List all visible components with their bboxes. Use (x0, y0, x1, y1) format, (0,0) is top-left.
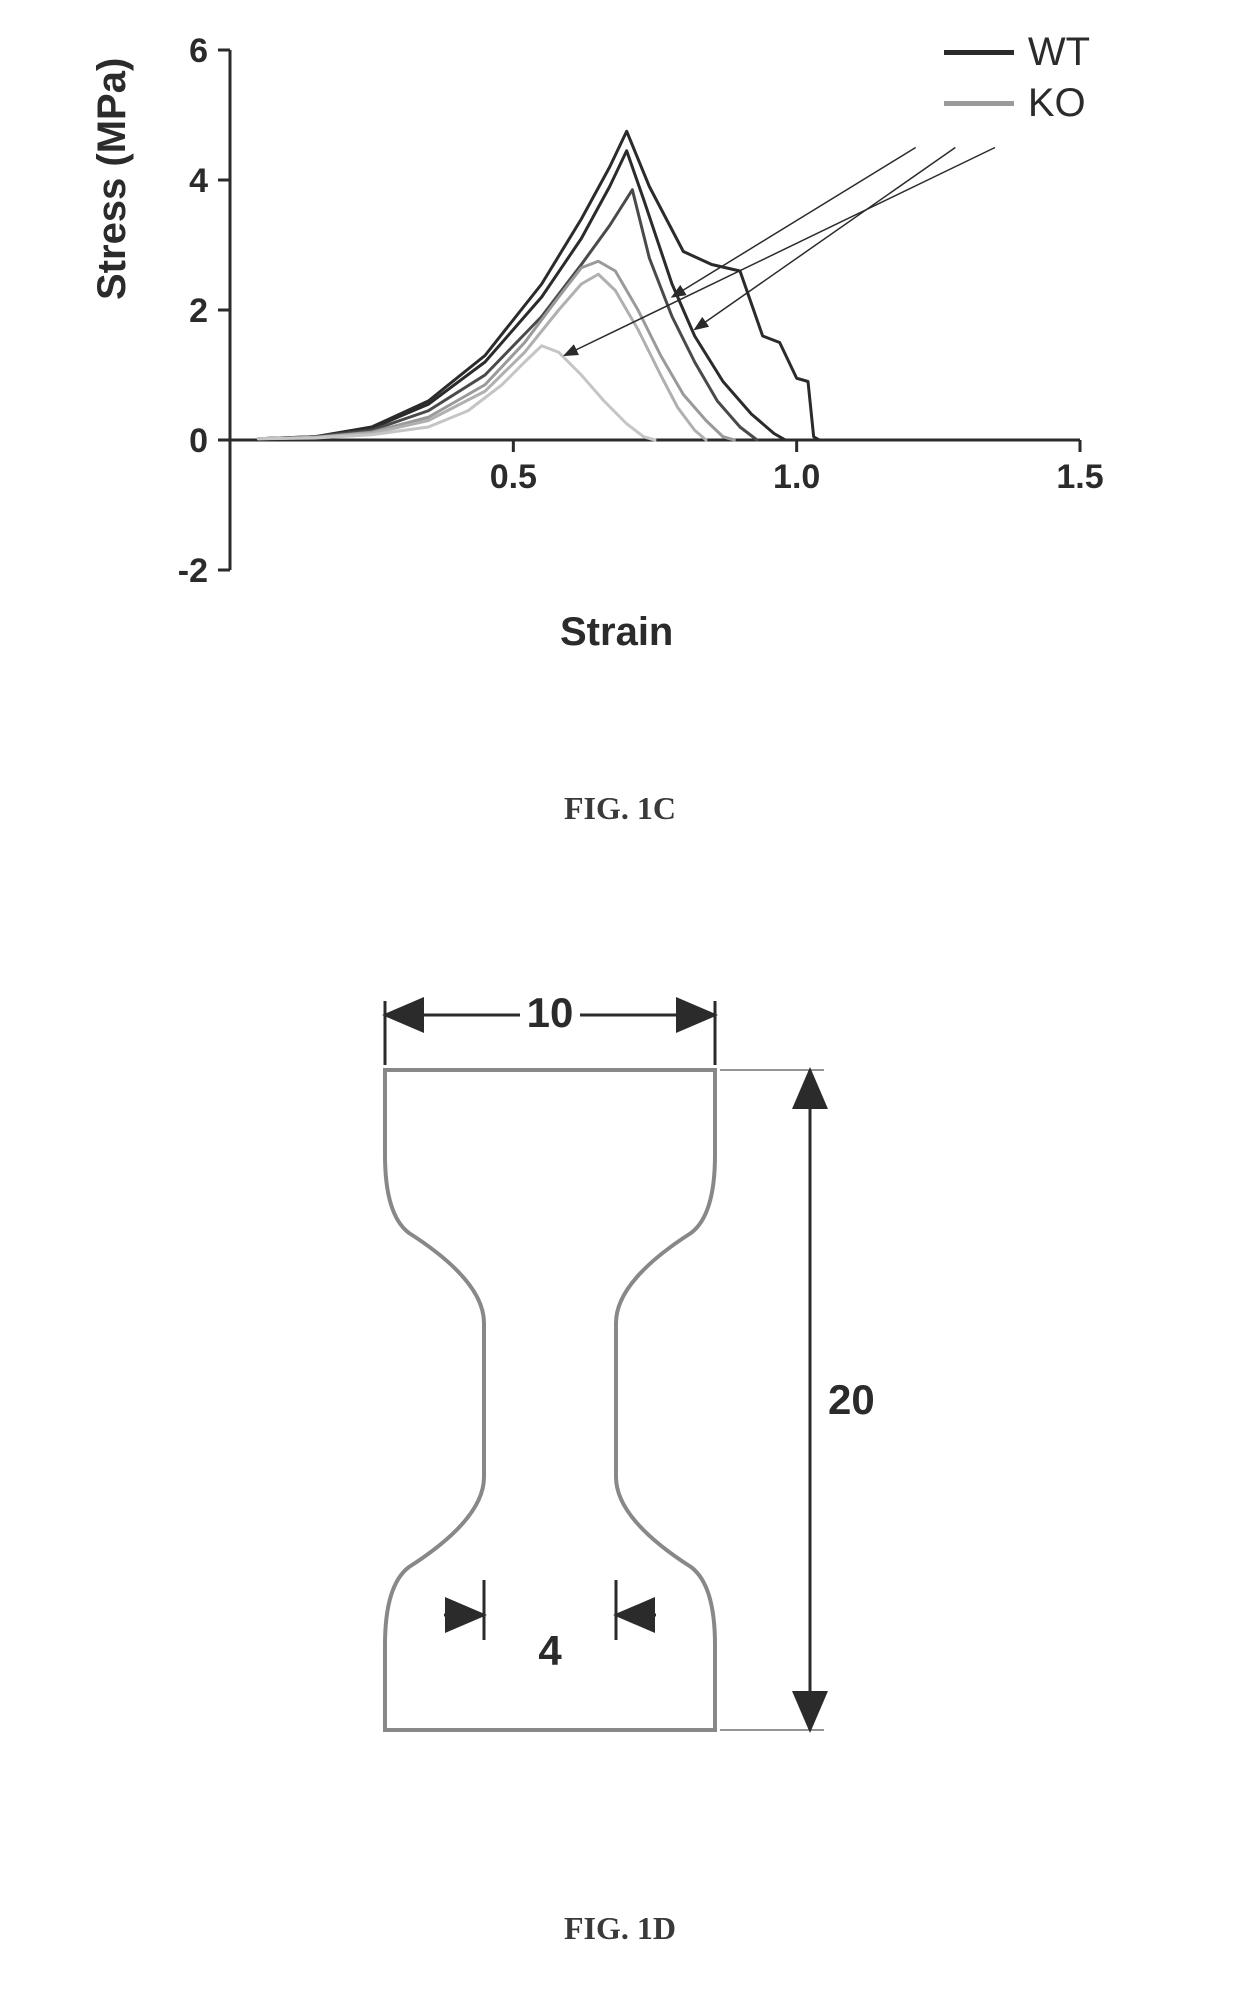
figure-caption-1d: FIG. 1D (0, 1910, 1240, 1947)
svg-text:0: 0 (189, 422, 208, 460)
svg-text:4: 4 (538, 1627, 562, 1674)
dogbone-diagram: 10 20 4 (320, 960, 920, 1810)
legend-swatch (944, 50, 1014, 55)
stress-strain-chart: -202460.51.01.5 Stress (MPa) Strain WT K… (120, 20, 1120, 720)
y-axis-label: Stress (MPa) (90, 58, 135, 300)
svg-text:1.0: 1.0 (773, 458, 820, 496)
svg-text:-2: -2 (178, 552, 208, 590)
svg-text:10: 10 (527, 989, 574, 1036)
svg-text:1.5: 1.5 (1056, 458, 1103, 496)
legend-swatch (944, 101, 1014, 106)
legend-label: KO (1028, 81, 1086, 126)
figure-caption-1c: FIG. 1C (0, 790, 1240, 827)
svg-text:2: 2 (189, 292, 208, 330)
diagram-svg: 10 20 4 (320, 960, 920, 1810)
legend: WT KO (944, 30, 1090, 132)
svg-text:0.5: 0.5 (490, 458, 537, 496)
legend-item-ko: KO (944, 81, 1090, 126)
svg-text:4: 4 (189, 162, 208, 200)
legend-label: WT (1028, 30, 1090, 75)
svg-text:20: 20 (828, 1376, 875, 1423)
svg-text:6: 6 (189, 32, 208, 70)
x-axis-label: Strain (560, 610, 673, 655)
page: -2 0 2 4 6 0.5 1.0 1.5 Stress (MPa) Strain WT K… (0, 0, 1240, 2001)
legend-item-wt: WT (944, 30, 1090, 75)
